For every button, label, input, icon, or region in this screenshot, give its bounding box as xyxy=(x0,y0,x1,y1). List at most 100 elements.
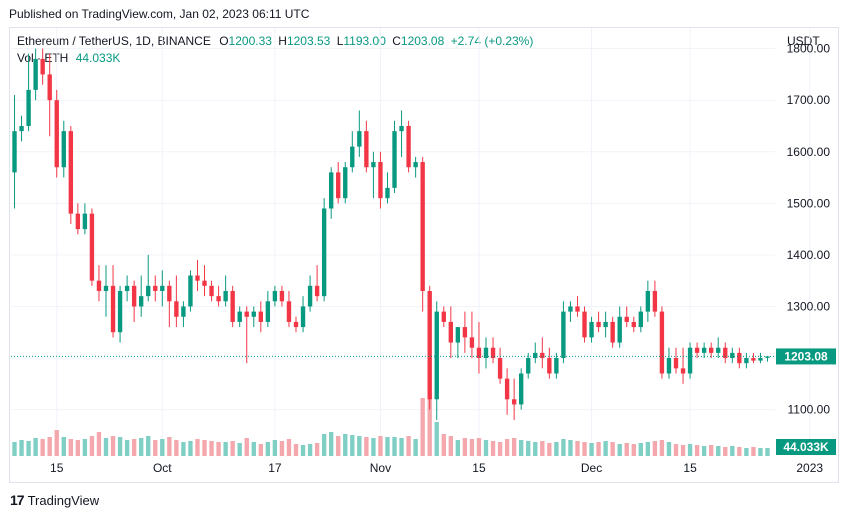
volume-bar xyxy=(131,439,137,456)
volume-bar xyxy=(420,398,425,456)
volume-bar xyxy=(533,442,538,456)
close-label: C xyxy=(392,34,401,48)
volume-bar xyxy=(244,438,249,456)
volume-bar xyxy=(701,446,707,456)
volume-bar xyxy=(624,443,629,456)
footer-brand[interactable]: 17 TradingView xyxy=(10,492,99,508)
low-value: 1193.00 xyxy=(343,34,386,48)
chart-frame[interactable] xyxy=(9,27,839,483)
candle-body xyxy=(385,187,390,199)
candle-body xyxy=(336,172,341,199)
volume-bar xyxy=(350,435,355,456)
last-value-markers: 1203.08 44.033K xyxy=(11,348,836,455)
candle-body xyxy=(420,162,425,291)
candle-body xyxy=(68,131,73,214)
volume-bar xyxy=(329,432,334,456)
candle-body xyxy=(631,321,636,328)
candle-body xyxy=(751,358,756,361)
tradingview-logo-icon: 17 xyxy=(10,492,25,508)
candle-body xyxy=(554,358,559,374)
candle-body xyxy=(547,358,552,374)
x-tick-label: Nov xyxy=(370,461,391,475)
candle-body xyxy=(526,358,531,374)
volume-bar xyxy=(117,437,123,456)
volume-bar xyxy=(40,439,45,456)
volume-bar xyxy=(547,443,552,456)
candle-body xyxy=(300,306,306,328)
volume-bar xyxy=(343,434,348,456)
candle-body xyxy=(61,131,66,168)
candle-body xyxy=(519,373,524,405)
candle-body xyxy=(462,327,468,338)
volume-bar xyxy=(167,437,172,456)
volume-bar xyxy=(139,438,144,456)
volume-bar xyxy=(279,441,285,456)
candle-body xyxy=(251,311,256,317)
volume-value: 44.033K xyxy=(75,51,121,65)
candle-body xyxy=(96,280,102,291)
time-axis[interactable]: 15 Oct 17 Nov 15 Dec 15 2023 xyxy=(50,461,823,475)
candle-body xyxy=(139,296,144,307)
volume-bar xyxy=(300,445,306,456)
candle-body xyxy=(638,311,643,328)
candle-body xyxy=(230,290,235,322)
volume-bar xyxy=(610,442,615,456)
y-tick-label: 1400.00 xyxy=(787,248,831,262)
x-tick-label: 17 xyxy=(268,461,282,475)
volume-bar xyxy=(687,444,693,456)
volume-bar xyxy=(554,442,559,456)
volume-bar xyxy=(645,442,651,456)
candle-body xyxy=(589,321,594,338)
low-label: L xyxy=(336,34,344,48)
candle-body xyxy=(483,347,489,359)
volume-bar xyxy=(314,443,320,456)
candle-body xyxy=(561,311,566,359)
volume-bar xyxy=(448,436,453,456)
candle-body xyxy=(357,131,362,147)
candle-body xyxy=(680,368,686,374)
volume-bar xyxy=(258,444,263,456)
volume-bar xyxy=(321,434,327,456)
volume-bar xyxy=(110,436,116,456)
candle-body xyxy=(82,213,88,230)
volume-bar xyxy=(96,432,102,456)
candle-body xyxy=(497,358,503,379)
candle-body xyxy=(652,290,658,312)
candle-body xyxy=(329,172,334,209)
grid-lines xyxy=(11,28,811,456)
candle-body xyxy=(673,358,679,369)
open-value: 1200.33 xyxy=(228,34,272,48)
volume-bar xyxy=(19,440,24,456)
candle-body xyxy=(89,213,95,281)
candle-body xyxy=(146,285,151,297)
volume-bar xyxy=(652,441,658,456)
candle-body xyxy=(716,347,721,353)
candle-body xyxy=(54,100,59,168)
volume-bar xyxy=(378,436,383,456)
y-tick-label: 1700.00 xyxy=(787,93,831,107)
candle-body xyxy=(124,285,130,291)
volume-bar xyxy=(68,439,73,456)
candle-body xyxy=(216,296,221,302)
volume-bar xyxy=(694,445,700,456)
candle-body xyxy=(413,162,418,168)
candle-body xyxy=(279,290,285,302)
candle-body xyxy=(286,301,292,322)
candle-body xyxy=(258,311,263,322)
y-tick-label: 1100.00 xyxy=(788,403,831,417)
volume-bar xyxy=(638,443,643,456)
volume-bar xyxy=(765,448,770,456)
volume-bar xyxy=(12,442,17,456)
volume-bar xyxy=(406,436,411,456)
volume-bar xyxy=(146,436,151,456)
volume-bar xyxy=(723,447,728,456)
candle-body xyxy=(540,352,545,359)
candle-body xyxy=(687,347,693,374)
candle-body xyxy=(343,167,348,199)
x-tick-label: Dec xyxy=(581,461,602,475)
candle-body xyxy=(371,162,376,168)
volume-bar xyxy=(181,442,186,456)
candle-body xyxy=(131,285,137,307)
volume-bar xyxy=(307,444,313,456)
